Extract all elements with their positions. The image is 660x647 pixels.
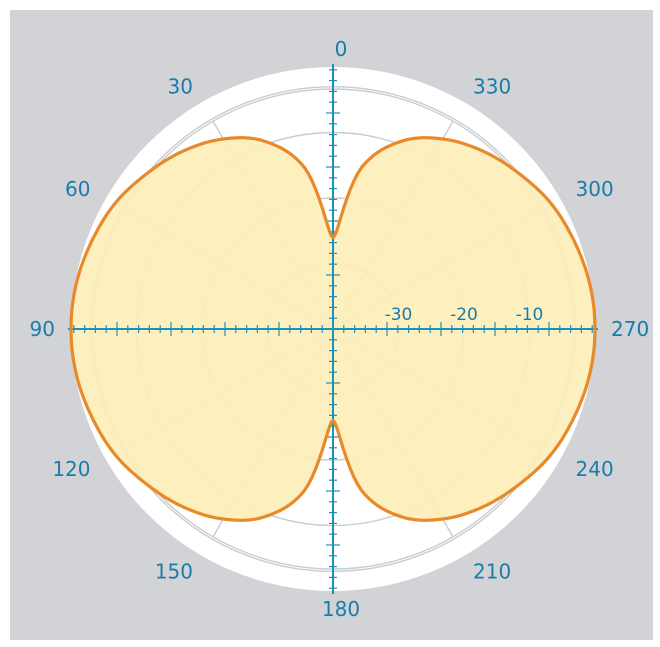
angle-label: 180	[322, 597, 360, 621]
angle-label: 0	[335, 37, 348, 61]
angle-label: 270	[611, 317, 649, 341]
angle-label: 330	[473, 75, 511, 99]
angle-label: 30	[168, 75, 193, 99]
angle-label: 150	[155, 560, 193, 584]
angle-label: 210	[473, 560, 511, 584]
radial-tick-label: -20	[450, 305, 478, 325]
angle-label: 90	[30, 317, 55, 341]
axes	[68, 64, 598, 594]
angle-label: 300	[576, 177, 614, 201]
angle-label: 60	[65, 177, 90, 201]
angle-label: 120	[52, 457, 90, 481]
angle-label: 240	[576, 457, 614, 481]
pattern-outline	[69, 136, 597, 522]
angle-labels: 0 30 60 90 120 150 180 210 240 270 300 330	[30, 37, 650, 621]
radial-tick-labels: -30 -20 -10	[385, 305, 544, 325]
radial-tick-label: -10	[516, 305, 544, 325]
radial-tick-label: -30	[385, 305, 413, 325]
